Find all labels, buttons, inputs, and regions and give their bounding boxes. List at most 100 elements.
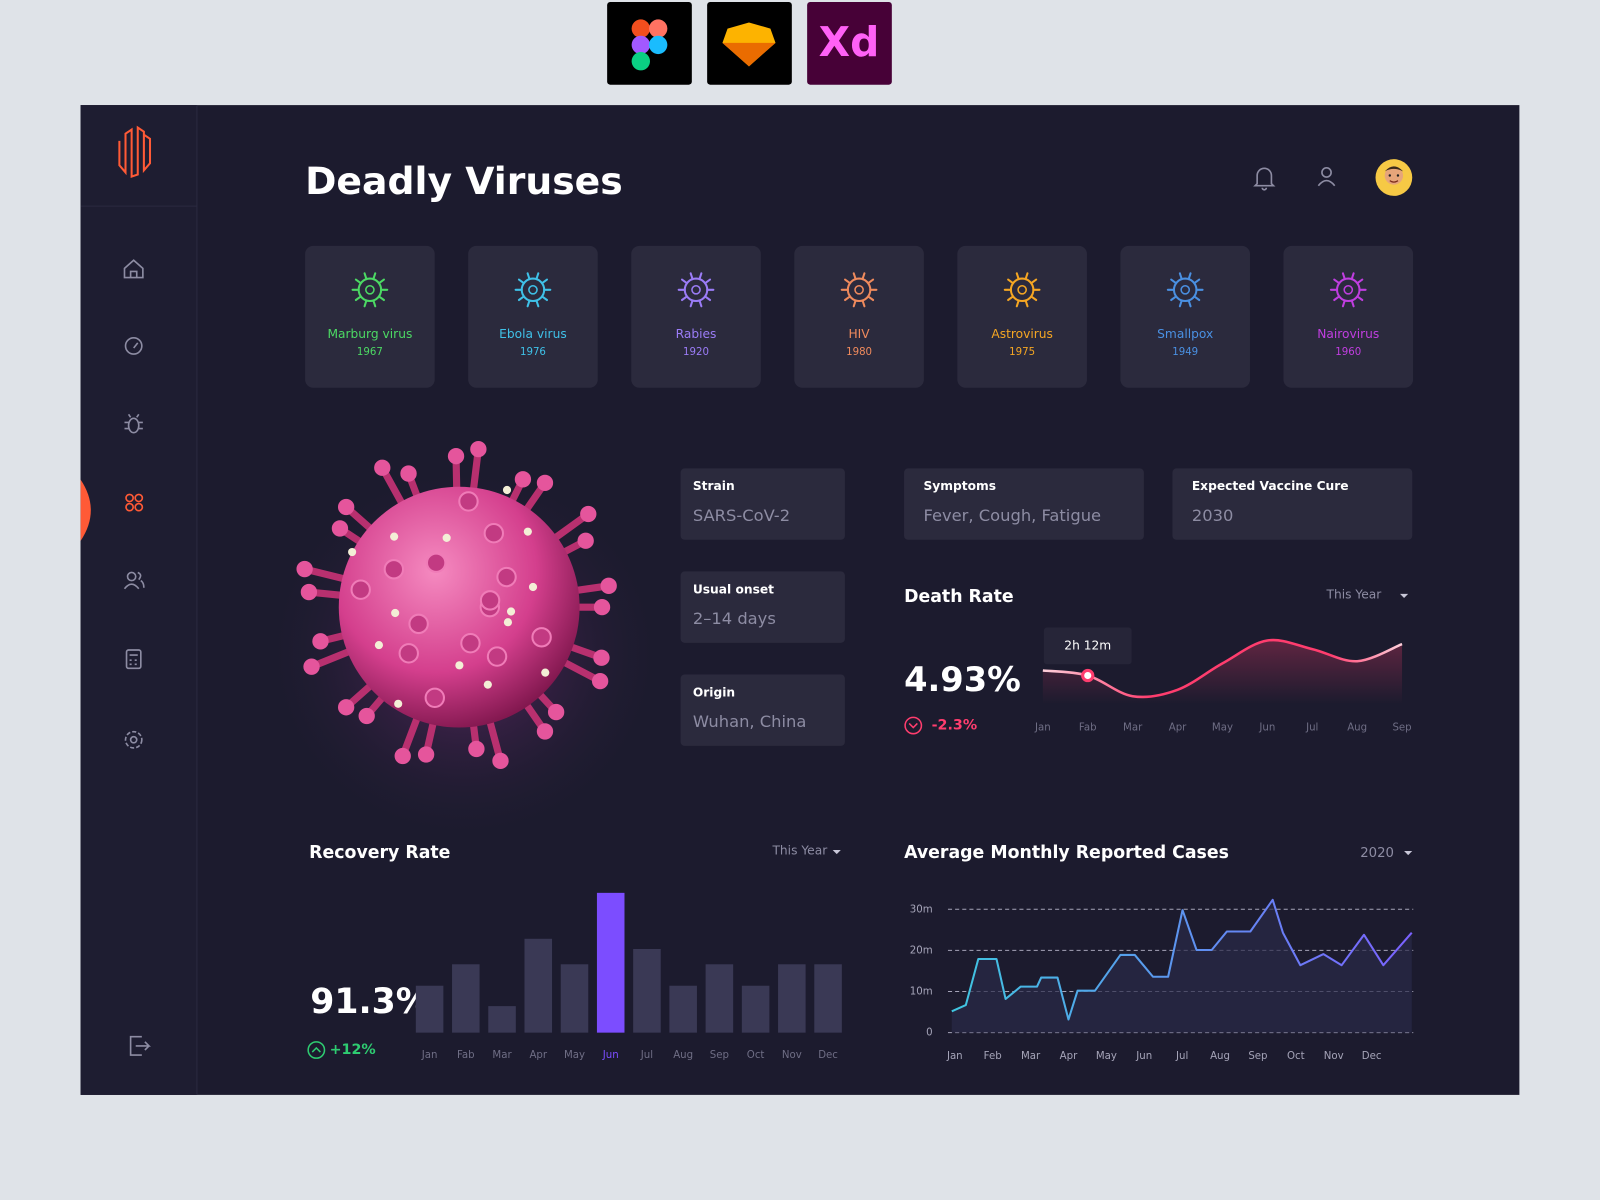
virus-icon-ray [867,278,875,285]
virus-knob [496,566,517,588]
death-rate-period[interactable]: This Year [1326,587,1383,601]
nav-calculator[interactable] [125,649,142,670]
virus-spike-tip [600,577,617,594]
nav-calculator-part [125,649,142,670]
x-tick-label: Jan [946,1051,963,1062]
nav-grid[interactable] [125,493,144,512]
virus-knob [479,590,501,611]
nav-home[interactable] [123,259,144,279]
virus-icon-ray [1015,272,1020,281]
virus-spike-tip [417,746,435,763]
y-tick-label: 10m [910,987,933,998]
nav-users[interactable] [123,571,145,590]
x-tick-label: Mar [1123,723,1143,734]
virus-card[interactable]: Marburg virus 1967 [305,245,435,388]
x-tick-label: Sep [1392,723,1411,734]
recovery-rate-period[interactable]: This Year [771,844,828,858]
virus-spike-tip [337,699,355,716]
x-tick-label: Jun [1135,1051,1152,1062]
death-rate-value: 4.93% [904,660,1021,699]
notifications-button[interactable] [1253,167,1276,191]
dropdown-caret[interactable] [832,849,841,855]
cases-title: Average Monthly Reported Cases [904,843,1229,863]
down-indicator [904,716,923,735]
bar [560,964,589,1033]
virus-dot [391,608,400,618]
virus-dot [541,668,550,677]
y-tick-label: 30m [910,904,933,915]
detail-label: Usual onset [693,582,774,596]
virus-icon-ray [1356,295,1364,302]
bar [488,1006,516,1033]
dropdown-caret[interactable] [1404,851,1413,856]
card-background [1283,245,1414,388]
detail-value: Wuhan, China [693,712,807,731]
up-indicator [307,1041,326,1059]
virus-spike-tip [470,440,487,458]
brand-logo[interactable] [118,125,152,178]
x-tick-label: May [1212,723,1233,734]
virus-name: Astrovirus [991,327,1053,341]
avatar-part [1389,180,1399,183]
screen-part: 0 10m 20m 30m Jan Feb Mar Apr May Jun Jul Aug Sep Oct… [910,898,1414,1062]
virus-year: 1980 [846,347,872,358]
virus-card[interactable]: Ebola virus 1976 [468,245,598,388]
card-background [794,245,924,388]
virus-icon-core [365,284,375,295]
virus-dot [455,661,464,670]
card-background [1120,245,1250,388]
x-tick-label: May [1096,1051,1117,1062]
x-tick-label: Feb [984,1051,1002,1062]
figma-logo-part [631,52,650,71]
nav-settings[interactable] [124,730,143,749]
card-background [957,245,1087,388]
virus-card[interactable]: HIV 1980 [794,245,924,388]
virus-icon-ray [372,299,377,308]
x-tick-label: Apr [1169,723,1187,734]
virus-knob [425,552,447,573]
cases-period[interactable]: 2020 [1360,846,1394,861]
virus-knob [350,579,371,600]
dropdown-caret[interactable] [1399,593,1409,598]
virus-year: 1976 [520,347,546,358]
nav-logout[interactable] [129,1035,151,1056]
virus-icon-ray [680,295,688,302]
detail-box [680,674,845,746]
nav-bug[interactable] [124,413,143,434]
virus-icon-ray [354,295,362,302]
highlight-point [1081,668,1095,683]
virus-icon-ray [526,299,531,308]
virus-icon-ray [1333,295,1341,302]
profile-button[interactable] [1317,167,1336,187]
recovery-rate-title: Recovery Rate [309,843,450,863]
x-tick-label: Aug [673,1050,693,1061]
nav-calculator-part [129,654,138,666]
bar [415,985,444,1033]
detail-label: Symptoms [923,479,996,493]
virus-card[interactable]: Astrovirus 1975 [957,245,1087,388]
down-indicator-part [904,716,923,735]
virus-name: Ebola virus [499,327,567,341]
virus-card[interactable]: Rabies 1920 [631,245,761,388]
virus-card[interactable]: Smallpox 1949 [1120,245,1250,388]
virus-icon-ray [1024,272,1029,281]
virus-dot [394,699,403,708]
virus-icon-ray [689,299,694,308]
nav-dashboard[interactable] [124,336,143,355]
profile-button-part [1317,179,1336,187]
x-tick-label: Nov [1324,1051,1344,1062]
x-tick-label: Jun [602,1050,619,1061]
virus-spike-tip [374,459,391,476]
virus-knob [383,559,405,580]
avatar-part [1388,174,1392,177]
x-tick-label: Nov [782,1050,802,1061]
x-tick-label: Dec [818,1050,838,1061]
virus-icon-ray [1193,278,1201,285]
x-tick-label: Jun [1258,723,1275,734]
virus-card[interactable]: Nairovirus 1960 [1283,245,1414,388]
virus-name: Marburg virus [327,327,412,341]
virus-icon-ray [1024,299,1029,308]
avatar[interactable] [1375,159,1413,196]
detail-value: 2030 [1192,506,1234,525]
